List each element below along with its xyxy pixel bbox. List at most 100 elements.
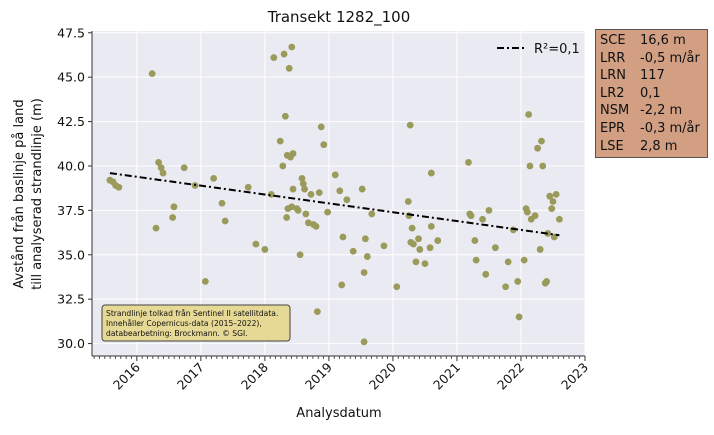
y-tick-label: 42.5 (57, 114, 85, 129)
data-point (412, 258, 420, 266)
data-point (281, 112, 289, 120)
data-point (336, 187, 344, 195)
chart-title: Transekt 1282_100 (267, 8, 411, 27)
data-point (514, 278, 522, 285)
stat-row: EPR -0,3 m/år (600, 120, 707, 138)
y-tick-label: 35.0 (57, 247, 85, 262)
stat-row: LRR -0,5 m/år (600, 50, 707, 68)
legend-trend-label: R²=0,1 (534, 42, 580, 57)
data-point (549, 198, 557, 205)
stat-value: 2,8 m (640, 138, 678, 154)
data-point (534, 144, 542, 152)
data-point (252, 240, 260, 248)
data-point (526, 162, 534, 170)
stat-key: LRN (600, 68, 626, 84)
y-tick-label: 45.0 (57, 70, 85, 85)
data-point (313, 308, 321, 316)
stat-row: LRN 117 (600, 67, 707, 85)
trend-line (109, 172, 560, 237)
legend: R²=0,1 (497, 42, 580, 57)
y-tick-label: 30.0 (57, 336, 85, 351)
note-line-1: Strandlinje tolkad från Sentinel II sate… (106, 309, 278, 318)
data-point (363, 253, 371, 260)
y-tick-label: 40.0 (57, 158, 85, 173)
data-point (312, 222, 320, 230)
data-point (408, 224, 416, 232)
y-tick-label: 47.5 (57, 25, 85, 40)
data-point (298, 175, 306, 182)
stat-value: -0,3 m/år (640, 120, 700, 136)
data-point (538, 137, 545, 145)
data-point (406, 121, 414, 129)
data-point (296, 251, 304, 259)
data-point (299, 180, 307, 188)
data-point (320, 141, 328, 149)
data-point (155, 159, 162, 166)
data-point (289, 150, 297, 157)
data-point (368, 210, 376, 218)
data-point (467, 212, 475, 220)
x-tick-label: 2020 (366, 359, 399, 392)
data-point (536, 246, 544, 253)
data-point (305, 219, 312, 227)
data-point (288, 203, 296, 211)
data-point (280, 50, 288, 58)
data-point (491, 244, 499, 252)
data-point (525, 111, 533, 118)
data-point (410, 240, 417, 248)
data-point (169, 214, 177, 221)
y-axis-label-line2: till analyserad strandlinje (m) (30, 98, 45, 290)
data-point (404, 198, 412, 205)
data-point (289, 185, 297, 193)
x-tick-label: 2016 (110, 359, 143, 392)
data-point (361, 235, 369, 243)
data-point (261, 246, 269, 253)
data-point (170, 203, 178, 211)
data-point (244, 183, 252, 191)
data-point (479, 215, 486, 223)
data-point (515, 313, 523, 321)
data-source-note: Strandlinje tolkad från Sentinel II sate… (101, 304, 291, 342)
data-point (331, 171, 339, 179)
x-tick-label: 2019 (302, 359, 335, 392)
data-point (546, 192, 554, 200)
data-point (283, 214, 291, 221)
data-point (288, 43, 296, 51)
stat-value: 16,6 m (640, 33, 686, 48)
stat-key: NSM (600, 103, 630, 119)
data-point (339, 233, 347, 241)
data-point (555, 215, 563, 223)
stat-key: SCE (600, 33, 626, 48)
data-point (358, 185, 366, 193)
data-point (317, 123, 325, 131)
data-point (152, 224, 160, 232)
y-axis-label-line1: Avstånd från baslinje på land (12, 99, 27, 288)
note-line-2: Innehåller Copernicus-data (2015–2022), (106, 319, 262, 328)
data-point (221, 217, 229, 225)
data-point (523, 208, 531, 216)
note-box (101, 304, 291, 342)
data-point (393, 283, 401, 291)
data-point (531, 212, 539, 220)
x-axis-label: Analysdatum (296, 406, 381, 421)
data-point (360, 269, 368, 276)
stat-key: LSE (600, 138, 624, 154)
data-point (502, 283, 510, 291)
data-point (285, 64, 293, 72)
data-point (180, 164, 188, 172)
data-point (543, 278, 550, 285)
data-point (465, 159, 472, 166)
data-point (324, 208, 332, 216)
data-point (544, 230, 552, 237)
stat-row: NSM -2,2 m (600, 102, 707, 120)
data-point (349, 247, 357, 255)
x-tick-label: 2022 (494, 360, 527, 393)
data-point (301, 185, 308, 193)
data-point (302, 210, 310, 218)
data-point (485, 206, 493, 214)
data-point (552, 190, 560, 198)
data-point (415, 235, 422, 243)
data-point (307, 190, 315, 198)
stat-row: LR2 0,1 (600, 85, 707, 103)
